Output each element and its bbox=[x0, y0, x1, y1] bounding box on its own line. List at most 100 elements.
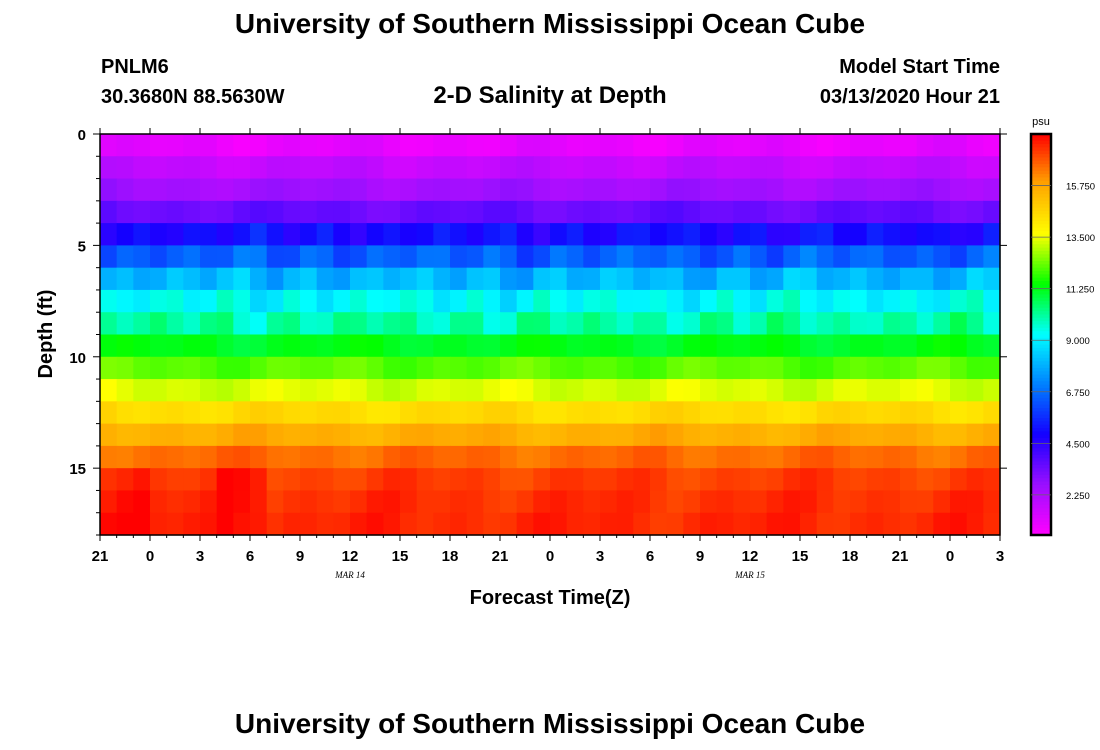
heatmap-cell bbox=[283, 267, 301, 291]
heatmap-cell bbox=[150, 468, 168, 492]
heatmap-cell bbox=[866, 512, 884, 536]
heatmap-cell bbox=[966, 490, 984, 514]
colorbar-swatch bbox=[1031, 164, 1051, 169]
heatmap-cell bbox=[516, 334, 534, 358]
heatmap-cell bbox=[850, 379, 868, 402]
heatmap-cell bbox=[550, 423, 568, 447]
heatmap-cell bbox=[500, 178, 518, 202]
heatmap-cell bbox=[566, 423, 584, 447]
heatmap-cell bbox=[300, 267, 318, 291]
heatmap-cell bbox=[783, 445, 801, 469]
heatmap-cell bbox=[833, 490, 851, 514]
heatmap-cell bbox=[766, 490, 784, 514]
heatmap-cell bbox=[366, 200, 384, 224]
x-tick-label: 15 bbox=[792, 548, 809, 565]
heatmap-cell bbox=[616, 178, 634, 202]
heatmap-cell bbox=[100, 379, 118, 402]
heatmap-cell bbox=[966, 267, 984, 291]
heatmap-cell bbox=[400, 178, 418, 202]
heatmap-cell bbox=[316, 512, 334, 536]
heatmap-cell bbox=[433, 401, 451, 425]
heatmap-cell bbox=[633, 312, 651, 336]
heatmap-cell bbox=[166, 156, 184, 180]
heatmap-cell bbox=[533, 312, 551, 336]
heatmap-cell bbox=[600, 178, 618, 202]
colorbar-swatch bbox=[1031, 267, 1051, 272]
heatmap-cell bbox=[466, 245, 484, 269]
heatmap-cell bbox=[683, 200, 701, 224]
colorbar-swatch bbox=[1031, 224, 1051, 229]
heatmap-cell bbox=[916, 289, 934, 313]
colorbar-swatch bbox=[1031, 174, 1051, 179]
heatmap-cell bbox=[816, 289, 834, 313]
colorbar-swatch bbox=[1031, 481, 1051, 486]
heatmap-cell bbox=[716, 445, 734, 469]
heatmap-cell bbox=[700, 468, 718, 492]
heatmap-cell bbox=[733, 156, 751, 180]
heatmap-cell bbox=[883, 490, 901, 514]
heatmap-cell bbox=[566, 356, 584, 380]
heatmap-cell bbox=[450, 445, 468, 469]
heatmap-cell bbox=[433, 178, 451, 202]
heatmap-cell bbox=[400, 356, 418, 380]
heatmap-cell bbox=[233, 468, 251, 492]
heatmap-cell bbox=[633, 245, 651, 269]
heatmap-cell bbox=[866, 401, 884, 425]
heatmap-cell bbox=[683, 490, 701, 514]
heatmap-cell bbox=[650, 200, 668, 224]
heatmap-cell bbox=[733, 468, 751, 492]
colorbar-tick-label: 9.000 bbox=[1066, 336, 1090, 347]
heatmap-cell bbox=[650, 156, 668, 180]
heatmap-cell bbox=[750, 468, 768, 492]
colorbar-swatch bbox=[1031, 331, 1051, 336]
heatmap-cell bbox=[716, 490, 734, 514]
colorbar-swatch bbox=[1031, 374, 1051, 379]
heatmap-cell bbox=[283, 423, 301, 447]
colorbar-swatch bbox=[1031, 361, 1051, 366]
colorbar-swatch bbox=[1031, 394, 1051, 399]
heatmap-cell bbox=[500, 245, 518, 269]
heatmap-cell bbox=[650, 401, 668, 425]
heatmap-cell bbox=[183, 334, 201, 358]
heatmap-cell bbox=[533, 289, 551, 313]
heatmap-cell bbox=[566, 468, 584, 492]
heatmap-cell bbox=[783, 356, 801, 380]
heatmap-cell bbox=[650, 356, 668, 380]
heatmap-cell bbox=[166, 267, 184, 291]
heatmap-cell bbox=[266, 200, 284, 224]
colorbar-swatch bbox=[1031, 147, 1051, 152]
colorbar-swatch bbox=[1031, 464, 1051, 469]
colorbar-tick-label: 4.500 bbox=[1066, 439, 1090, 450]
heatmap-cell bbox=[450, 245, 468, 269]
x-tick-label: 0 bbox=[146, 548, 154, 565]
heatmap-cell bbox=[883, 312, 901, 336]
heatmap-cell bbox=[216, 468, 234, 492]
heatmap-cell bbox=[483, 423, 501, 447]
heatmap-cell bbox=[733, 356, 751, 380]
colorbar-swatch bbox=[1031, 381, 1051, 386]
heatmap-cell bbox=[916, 356, 934, 380]
heatmap-cell bbox=[583, 245, 601, 269]
heatmap-cell bbox=[333, 267, 351, 291]
heatmap-cell bbox=[683, 401, 701, 425]
heatmap-cell bbox=[866, 178, 884, 202]
heatmap-cell bbox=[266, 379, 284, 402]
heatmap-cell bbox=[816, 401, 834, 425]
heatmap-cell bbox=[366, 245, 384, 269]
colorbar-swatch bbox=[1031, 247, 1051, 252]
colorbar-swatch bbox=[1031, 244, 1051, 249]
heatmap-cell bbox=[550, 267, 568, 291]
heatmap-cell bbox=[433, 245, 451, 269]
heatmap-cell bbox=[216, 490, 234, 514]
heatmap-cell bbox=[683, 423, 701, 447]
heatmap-cell bbox=[266, 334, 284, 358]
heatmap-cell bbox=[250, 267, 268, 291]
heatmap-cell bbox=[716, 512, 734, 536]
heatmap-cell bbox=[433, 312, 451, 336]
heatmap-cell bbox=[633, 134, 651, 157]
heatmap-cell bbox=[683, 267, 701, 291]
heatmap-cell bbox=[733, 490, 751, 514]
heatmap-cell bbox=[333, 445, 351, 469]
heatmap-cell bbox=[216, 245, 234, 269]
heatmap-cell bbox=[866, 312, 884, 336]
